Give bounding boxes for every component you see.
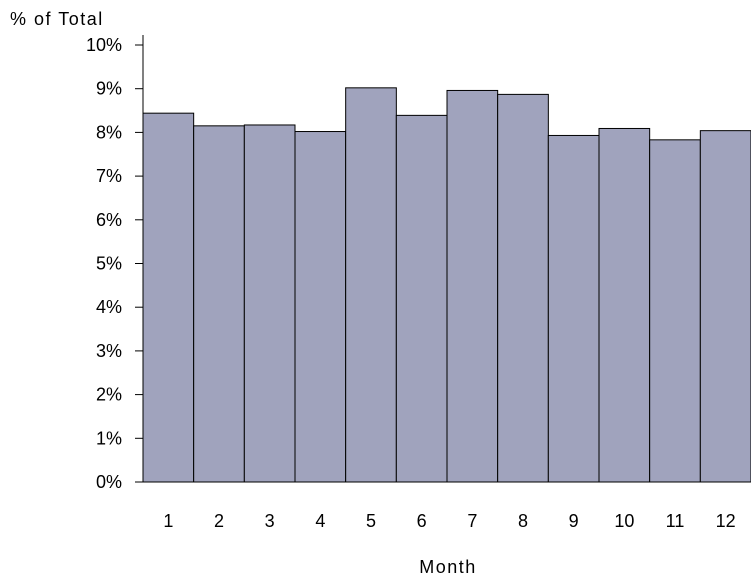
y-tick-label: 1% xyxy=(96,428,122,448)
x-tick-label: 5 xyxy=(366,511,376,531)
bar-month-7 xyxy=(446,89,499,483)
x-tick-label: 1 xyxy=(163,511,173,531)
bars-group xyxy=(142,87,751,483)
bar-month-8 xyxy=(497,93,549,483)
x-tick-label: 7 xyxy=(467,511,477,531)
x-tick-label: 2 xyxy=(214,511,224,531)
y-tick-label: 8% xyxy=(96,122,122,142)
bar-month-2 xyxy=(193,125,245,483)
x-tick-label: 3 xyxy=(265,511,275,531)
bar-month-4 xyxy=(294,131,347,483)
x-tick-label: 12 xyxy=(716,511,736,531)
y-tick-label: 5% xyxy=(96,254,122,274)
x-tick-label: 6 xyxy=(417,511,427,531)
y-tick-label: 10% xyxy=(86,35,122,55)
bar-month-12 xyxy=(699,130,751,483)
x-tick-label: 11 xyxy=(666,511,685,531)
bar-month-10 xyxy=(598,127,651,483)
bar-month-5 xyxy=(345,87,397,483)
bar-month-11 xyxy=(649,139,701,483)
x-tick-label: 8 xyxy=(518,511,528,531)
y-tick-label: 4% xyxy=(96,297,122,317)
x-tick-label: 10 xyxy=(614,511,634,531)
y-axis-ticks: 0% 1% 2% 3% 4% 5% 6% 7% 8% 9% 10% xyxy=(86,35,143,492)
y-tick-label: 6% xyxy=(96,210,122,230)
y-tick-label: 9% xyxy=(96,79,122,99)
bar-month-3 xyxy=(243,124,296,483)
x-axis-tick-labels: 1 2 3 4 5 6 7 8 9 10 11 12 xyxy=(163,511,735,531)
y-tick-label: 3% xyxy=(96,341,122,361)
y-tick-label: 0% xyxy=(96,472,122,492)
x-tick-label: 9 xyxy=(569,511,579,531)
y-axis-title: % of Total xyxy=(10,9,104,29)
x-tick-label: 4 xyxy=(315,511,325,531)
y-tick-label: 2% xyxy=(96,385,122,405)
x-axis-title: Month xyxy=(419,557,477,577)
bar-month-6 xyxy=(395,114,448,483)
bar-month-9 xyxy=(547,134,600,483)
bar-month-1 xyxy=(142,112,195,483)
y-tick-label: 7% xyxy=(96,166,122,186)
